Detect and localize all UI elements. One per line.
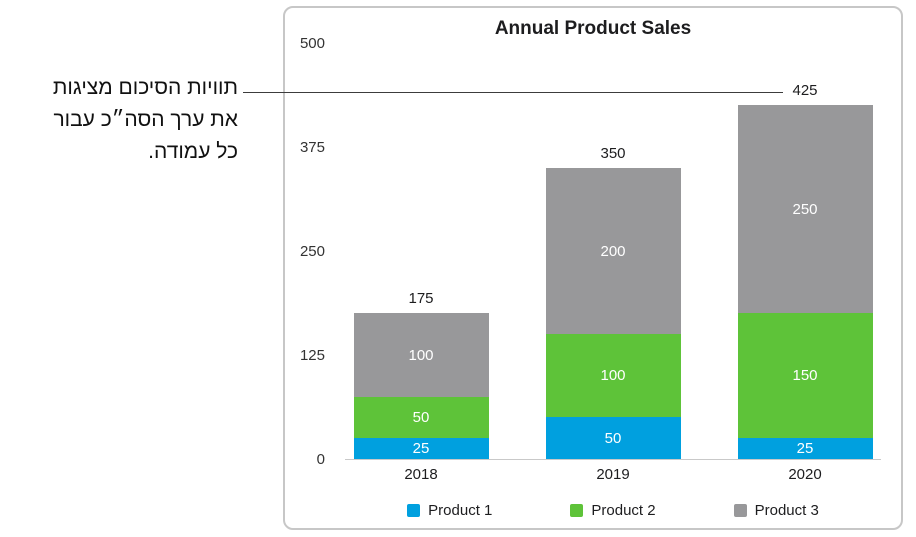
bar-segment-product-1: 25	[353, 438, 489, 459]
legend-swatch	[407, 504, 421, 517]
y-axis-tick-label: 375	[299, 139, 325, 156]
legend-label: Product 1	[428, 502, 493, 519]
y-axis-tick-label: 125	[299, 347, 325, 364]
bar-total-label: 175	[408, 290, 434, 308]
x-axis-label: 2018	[404, 466, 438, 483]
bar-2020: 425 250 150 25	[737, 82, 873, 459]
chart-panel: Annual Product Sales 500 375 250 125 0 175 10…	[283, 6, 903, 530]
bar-segment-product-1: 25	[737, 438, 873, 459]
bar-2019: 350 200 100 50	[545, 144, 681, 459]
legend-label: Product 2	[591, 502, 656, 519]
bar-segment-product-3: 250	[737, 105, 873, 314]
bar-segment-product-2: 50	[353, 396, 489, 439]
y-axis-tick-label: 500	[299, 35, 325, 52]
bar-total-label: 350	[600, 144, 626, 162]
legend-item: Product 3	[733, 502, 819, 519]
y-axis: 500 375 250 125 0	[285, 8, 901, 528]
bar-total-label: 425	[792, 82, 818, 100]
annotation-line-2: את ערך הסה״כ עבור	[53, 108, 238, 131]
bar-segment-product-2: 150	[737, 313, 873, 439]
x-axis: 2018 2019 2020	[345, 466, 881, 483]
x-axis-label: 2019	[596, 466, 630, 483]
legend-swatch	[733, 504, 747, 517]
legend-label: Product 3	[754, 502, 819, 519]
legend: Product 1 Product 2 Product 3	[345, 502, 881, 519]
bar-segment-product-1: 50	[545, 417, 681, 459]
chart-title: Annual Product Sales	[494, 18, 692, 39]
legend-item: Product 2	[570, 502, 656, 519]
x-axis-label: 2020	[788, 466, 822, 483]
annotation-line-3: כל עמודה.	[148, 140, 238, 163]
annotation-text: תוויות הסיכום מציגות את ערך הסה״כ עבור כ…	[4, 72, 238, 168]
bar-segment-product-3: 100	[353, 313, 489, 397]
plot-area: 175 100 50 25 350 200 100 50 425 250 150 25	[345, 44, 881, 460]
bar-segment-product-2: 100	[545, 334, 681, 418]
y-axis-tick-label: 250	[299, 243, 325, 260]
callout-line	[243, 92, 783, 93]
bar-2018: 175 100 50 25	[353, 290, 489, 459]
legend-item: Product 1	[407, 502, 492, 519]
bar-segment-product-3: 200	[545, 167, 681, 335]
y-axis-tick-label: 0	[316, 451, 325, 468]
annotation-line-1: תוויות הסיכום מציגות	[52, 76, 238, 99]
legend-swatch	[570, 504, 584, 517]
